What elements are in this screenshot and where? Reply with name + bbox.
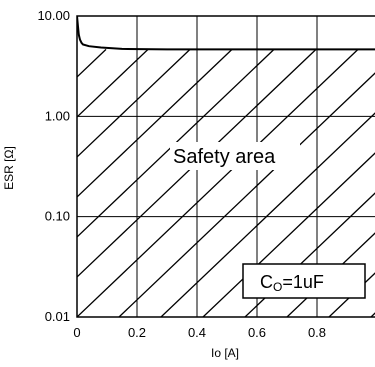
condition-subscript: O bbox=[273, 280, 282, 294]
condition-box: CO=1uF bbox=[242, 263, 366, 299]
hatch-line bbox=[118, 72, 375, 317]
plot-frame bbox=[76, 15, 375, 318]
hatch-line bbox=[160, 112, 375, 317]
x-tick-label: 0.8 bbox=[308, 325, 326, 340]
y-tick-labels: 10.00 1.00 0.10 0.01 bbox=[37, 8, 70, 324]
condition-value: =1uF bbox=[282, 272, 324, 292]
hatch-line bbox=[77, 48, 233, 198]
y-axis-label: ESR [Ω] bbox=[2, 146, 16, 190]
hatch-line bbox=[77, 48, 149, 118]
y-tick-label: 1.00 bbox=[45, 108, 70, 123]
x-tick-label: 0.4 bbox=[188, 325, 206, 340]
x-tick-label: 0 bbox=[73, 325, 80, 340]
x-tick-label: 0.6 bbox=[248, 325, 266, 340]
y-tick-label: 10.00 bbox=[37, 8, 70, 23]
x-axis-label: Io [A] bbox=[211, 346, 239, 360]
safety-area-label-bg bbox=[170, 142, 300, 170]
x-tick-label: 0.2 bbox=[128, 325, 146, 340]
x-tick-labels: 0 0.2 0.4 0.6 0.8 bbox=[73, 325, 326, 340]
y-tick-label: 0.01 bbox=[45, 309, 70, 324]
y-tick-label: 0.10 bbox=[45, 209, 70, 224]
condition-symbol: C bbox=[260, 272, 273, 292]
svg-text:CO=1uF: CO=1uF bbox=[260, 272, 324, 294]
esr-boundary-curve bbox=[77, 16, 375, 51]
hatch-line bbox=[77, 48, 191, 158]
hatch-line bbox=[77, 48, 359, 317]
hatch-line bbox=[77, 48, 317, 278]
hatch-line bbox=[77, 48, 275, 238]
safety-area-label: Safety area bbox=[173, 146, 276, 168]
